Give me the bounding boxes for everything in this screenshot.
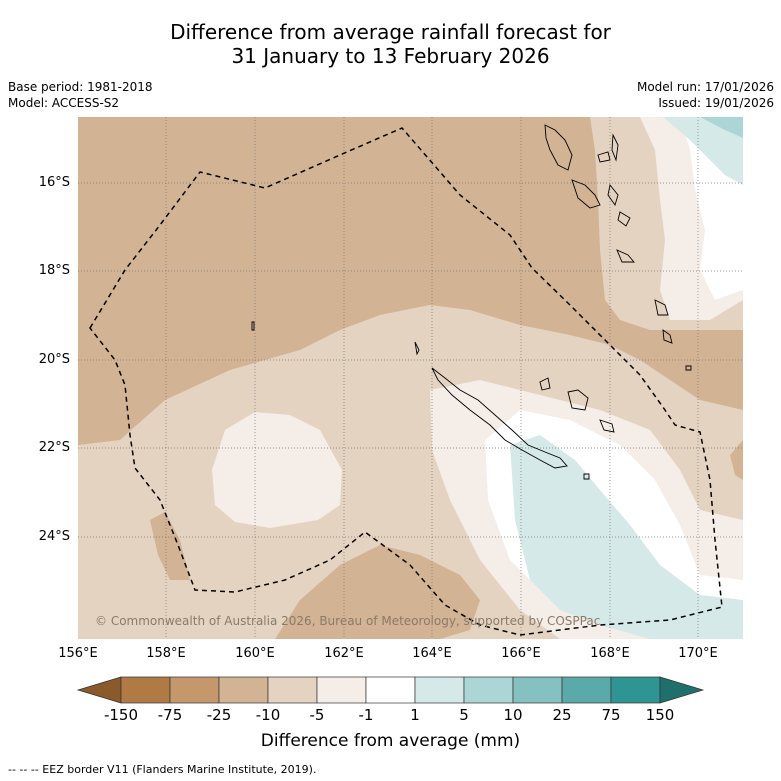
region-dry-south (150, 512, 190, 580)
lon-label: 164°E (412, 646, 452, 661)
colorbar-swatch (414, 676, 465, 704)
base-period: Base period: 1981-2018 (8, 80, 153, 94)
eez-legend-note: -- -- -- EEZ border V11 (Flanders Marine… (8, 763, 317, 776)
region-wet-east (510, 435, 743, 639)
colorbar-tick: -5 (309, 706, 325, 724)
colorbar-swatch (267, 676, 318, 704)
colorbar (76, 676, 705, 704)
region-near-average-west (212, 412, 342, 528)
eez-border (89, 127, 723, 636)
colorbar-tick: 1 (410, 706, 420, 724)
colorbar-swatch (463, 676, 514, 704)
lon-label: 162°E (324, 646, 364, 661)
colorbar-swatch (512, 676, 563, 704)
colorbar-tick: -150 (103, 706, 139, 724)
title-line-1: Difference from average rainfall forecas… (170, 20, 611, 44)
colorbar-tick: 25 (552, 706, 572, 724)
lon-label: 160°E (235, 646, 275, 661)
colorbar-swatch (365, 676, 416, 704)
colorbar-tick: 10 (503, 706, 523, 724)
lon-label: 168°E (590, 646, 630, 661)
colorbar-swatch (218, 676, 269, 704)
new-caledonia-coast (431, 367, 568, 469)
copyright-notice: © Commonwealth of Australia 2026, Bureau… (95, 614, 601, 628)
colorbar-swatch (610, 676, 661, 704)
colorbar-tick: 75 (601, 706, 621, 724)
lon-label: 156°E (58, 646, 98, 661)
model-name: Model: ACCESS-S2 (8, 96, 120, 110)
colorbar-title: Difference from average (mm) (260, 731, 521, 751)
lat-label: 16°S (38, 175, 70, 190)
region-dry-south-2 (275, 545, 480, 639)
gridlines (78, 117, 743, 639)
region-wet-ne-2 (700, 117, 743, 138)
lon-label: 158°E (146, 646, 186, 661)
colorbar-tick: -1 (358, 706, 374, 724)
model-run: Model run: 17/01/2026 (636, 80, 774, 94)
colorbar-swatch (316, 676, 367, 704)
lat-label: 22°S (38, 440, 70, 455)
colorbar-swatch (561, 676, 612, 704)
colorbar-tick: -10 (255, 706, 281, 724)
lon-label: 166°E (501, 646, 541, 661)
colorbar-tick: -25 (206, 706, 232, 724)
lon-label: 170°E (678, 646, 718, 661)
lat-label: 18°S (38, 263, 70, 278)
lat-label: 20°S (38, 352, 70, 367)
colorbar-swatch (120, 676, 171, 704)
colorbar-extend-low (76, 676, 122, 704)
colorbar-tick: 150 (645, 706, 675, 724)
colorbar-extend-high (659, 676, 705, 704)
region-wet-ne (663, 117, 743, 185)
title-line-2: 31 January to 13 February 2026 (231, 44, 550, 68)
colorbar-swatch (169, 676, 220, 704)
colorbar-tick: 5 (459, 706, 469, 724)
issued-date: Issued: 19/01/2026 (658, 96, 774, 110)
colorbar-tick: -75 (157, 706, 183, 724)
coastlines (251, 124, 692, 480)
lat-label: 24°S (38, 529, 70, 544)
region-dry-mid-se (730, 440, 743, 480)
